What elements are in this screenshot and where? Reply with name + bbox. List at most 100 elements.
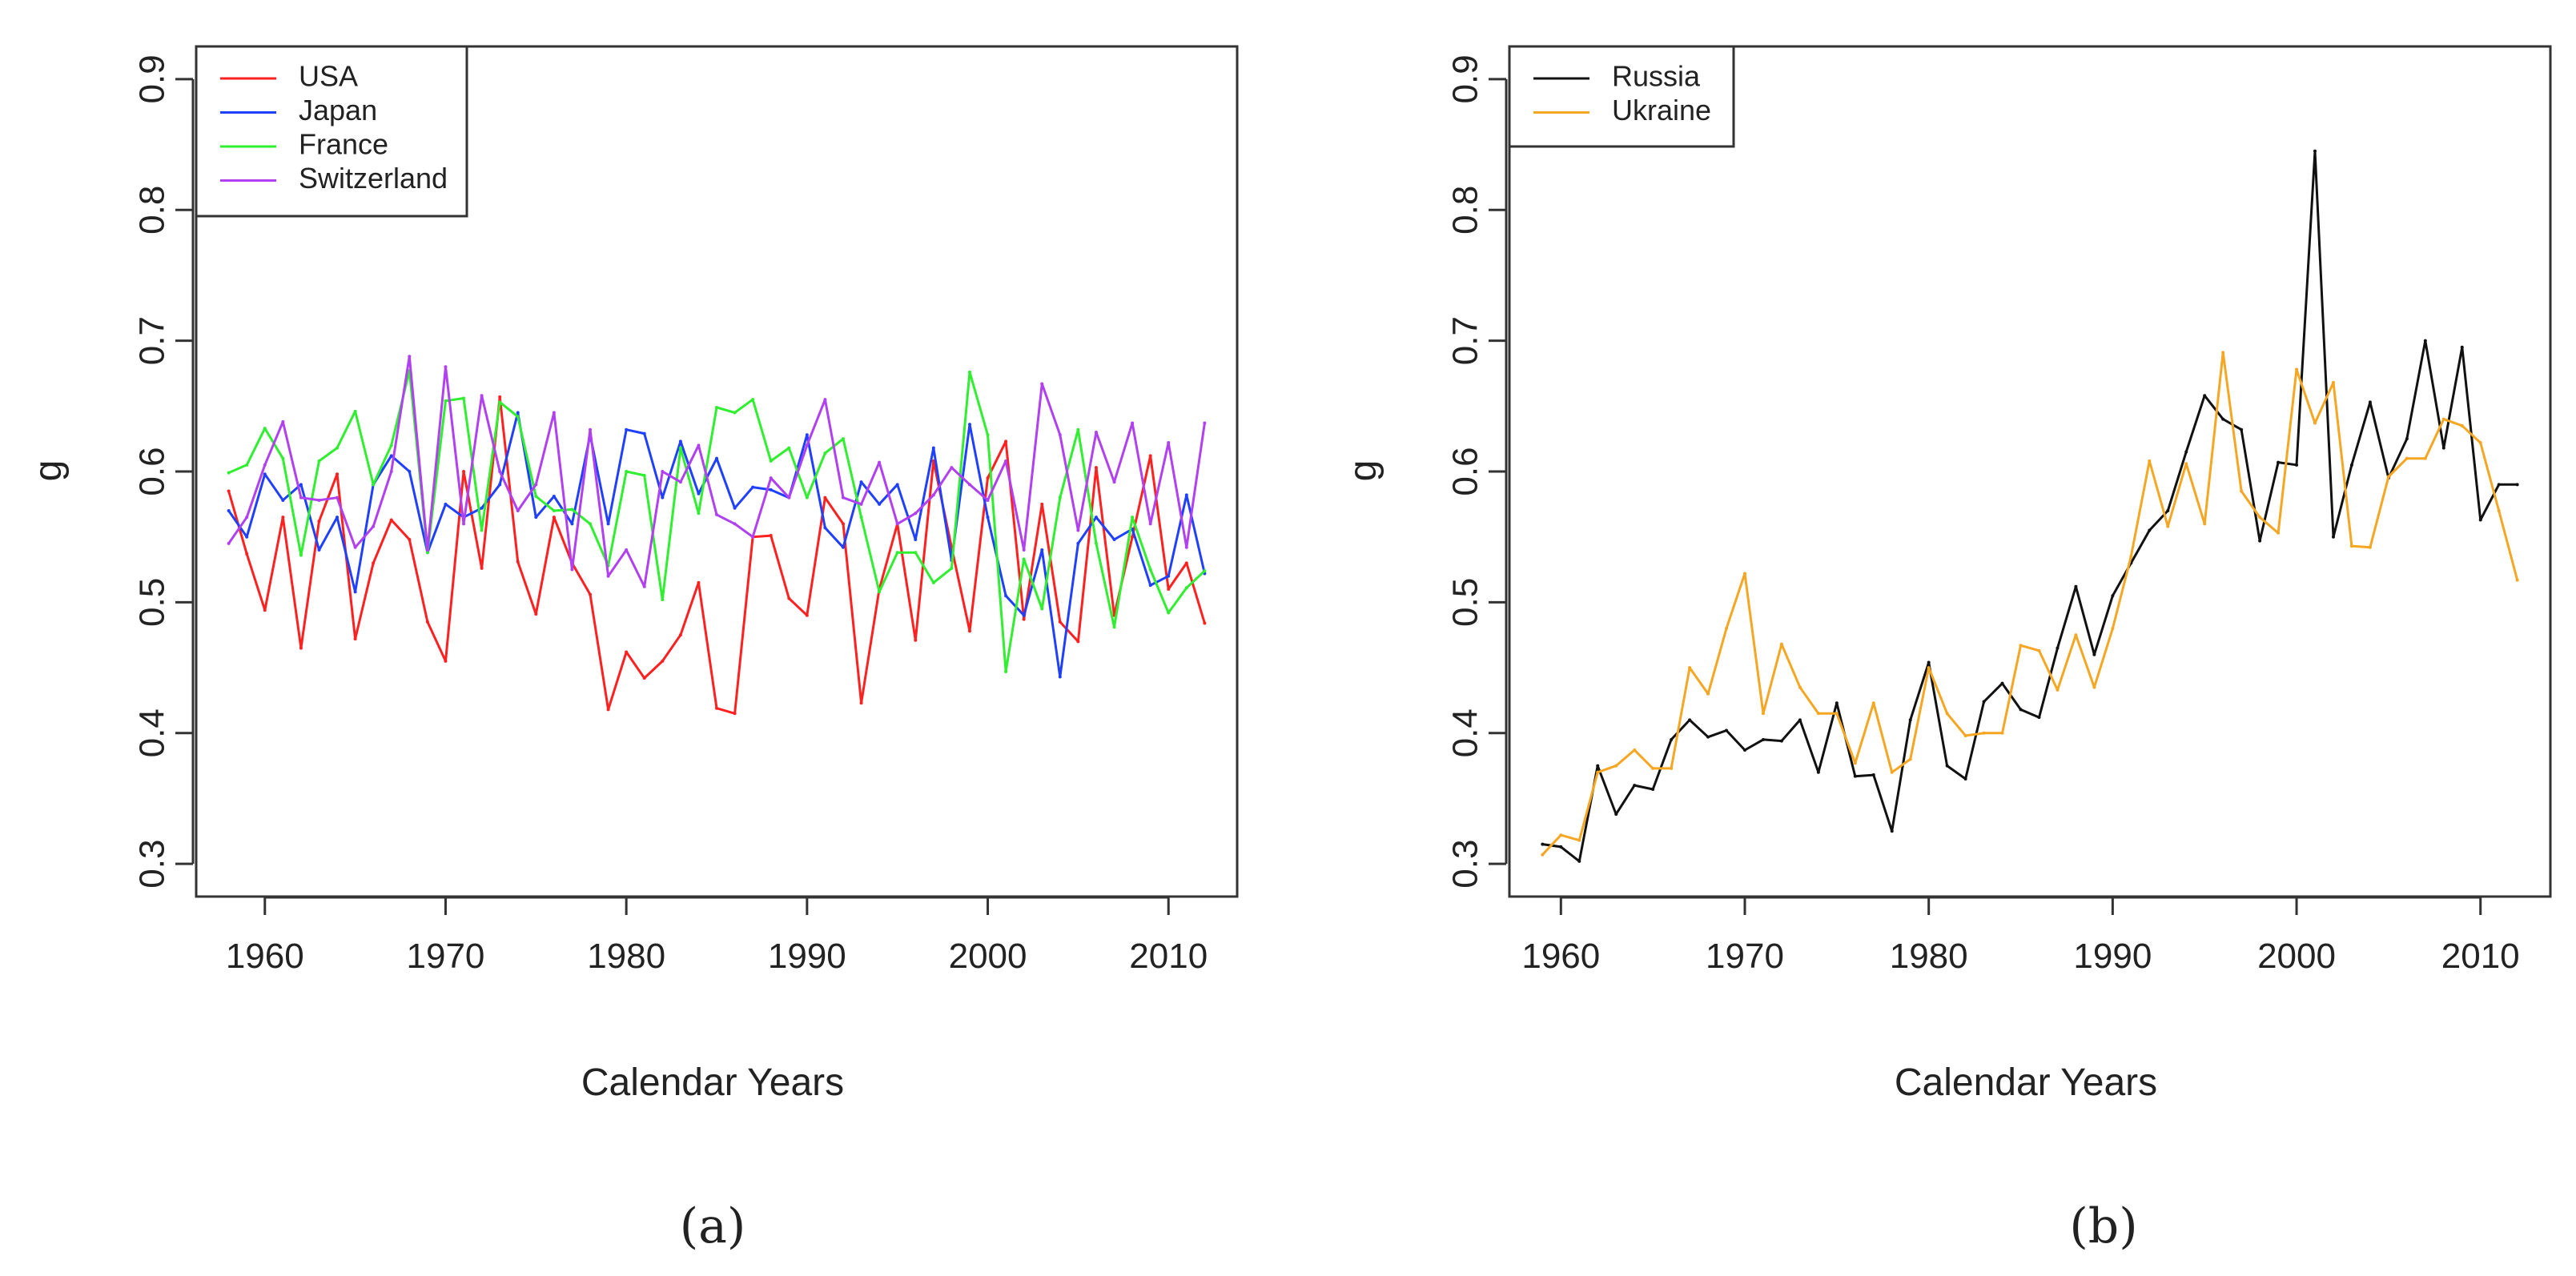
- data-point: [462, 470, 466, 473]
- data-point: [1890, 829, 1894, 833]
- data-point: [697, 512, 701, 516]
- data-point: [751, 535, 755, 539]
- data-point: [2074, 584, 2078, 588]
- data-point: [1614, 764, 1618, 768]
- panel-b-x-tick-label: 1970: [1706, 937, 1784, 976]
- panel-b-y-tick-label: 0.8: [1446, 186, 1485, 235]
- data-point: [697, 443, 701, 447]
- data-point: [661, 659, 665, 663]
- data-point: [1835, 712, 1839, 716]
- data-point: [678, 633, 682, 637]
- data-point: [1040, 548, 1044, 552]
- data-point: [1927, 660, 1931, 664]
- data-point: [2037, 648, 2041, 652]
- data-point: [2074, 633, 2078, 637]
- data-point: [1670, 737, 1674, 741]
- panel-a-series-switzerland-line: [227, 355, 1206, 588]
- data-point: [2111, 594, 2115, 598]
- data-point: [2148, 528, 2152, 532]
- data-point: [823, 496, 827, 500]
- data-point: [1945, 764, 1949, 768]
- data-point: [986, 516, 990, 520]
- data-point: [336, 446, 340, 450]
- data-point: [1670, 766, 1674, 770]
- data-point: [498, 395, 502, 399]
- data-point: [697, 580, 701, 584]
- panel-b-legend-entry: Ukraine: [1612, 94, 1711, 126]
- data-point: [733, 712, 737, 716]
- data-point: [642, 473, 646, 477]
- data-point: [642, 431, 646, 435]
- data-point: [2221, 417, 2225, 421]
- data-point: [480, 394, 484, 398]
- data-point: [317, 498, 321, 502]
- data-point: [1040, 382, 1044, 386]
- data-point: [1058, 675, 1062, 679]
- data-point: [1798, 718, 1802, 722]
- data-point: [661, 496, 665, 500]
- data-point: [1541, 842, 1545, 846]
- data-point: [787, 496, 791, 500]
- data-point: [733, 506, 737, 510]
- data-point: [516, 415, 520, 419]
- panel-b-series-ukraine-line: [1541, 351, 2519, 856]
- data-point: [2313, 421, 2317, 425]
- data-point: [317, 548, 321, 552]
- data-point: [1927, 666, 1931, 670]
- data-point: [1131, 516, 1135, 520]
- data-point: [552, 495, 556, 499]
- data-point: [1688, 718, 1692, 722]
- data-point: [967, 629, 971, 633]
- data-point: [823, 526, 827, 530]
- data-point: [1890, 770, 1894, 774]
- data-point: [967, 483, 971, 487]
- data-point: [1131, 421, 1135, 425]
- data-point: [281, 516, 285, 520]
- data-point: [516, 560, 520, 564]
- data-point: [841, 437, 845, 441]
- data-point: [444, 502, 448, 506]
- data-point: [444, 399, 448, 403]
- data-point: [2313, 149, 2317, 153]
- data-point: [299, 496, 303, 500]
- data-point: [372, 561, 376, 565]
- data-point: [1798, 685, 1802, 689]
- data-point: [299, 646, 303, 650]
- panel-a-label: (a): [680, 1198, 746, 1254]
- data-point: [931, 446, 935, 450]
- panel-a-y-tick-label: 0.7: [133, 316, 172, 365]
- data-point: [2515, 483, 2519, 487]
- data-point: [950, 566, 954, 570]
- data-point: [950, 466, 954, 470]
- data-point: [353, 637, 357, 641]
- data-point: [245, 463, 249, 467]
- panel-a-series-usa-points: [227, 395, 1207, 716]
- data-point: [1816, 770, 1820, 774]
- data-point: [408, 537, 412, 541]
- data-point: [895, 483, 899, 487]
- data-point: [263, 472, 267, 476]
- data-point: [1816, 712, 1820, 716]
- data-point: [2386, 475, 2390, 479]
- data-point: [1076, 640, 1080, 644]
- panel-a-series-japan-line: [227, 411, 1206, 678]
- data-point: [2203, 394, 2207, 398]
- data-point: [2056, 688, 2060, 692]
- data-point: [1058, 433, 1062, 437]
- data-point: [1094, 430, 1098, 434]
- data-point: [931, 580, 935, 584]
- data-point: [516, 509, 520, 513]
- data-point: [1131, 535, 1135, 539]
- data-point: [769, 459, 773, 463]
- data-point: [425, 551, 429, 555]
- data-point: [787, 446, 791, 450]
- data-point: [1022, 617, 1026, 621]
- panel-a-y-tick-label: 0.3: [133, 840, 172, 889]
- data-point: [2441, 446, 2445, 450]
- data-point: [823, 398, 827, 402]
- data-point: [878, 502, 882, 506]
- data-point: [805, 433, 809, 437]
- data-point: [353, 545, 357, 549]
